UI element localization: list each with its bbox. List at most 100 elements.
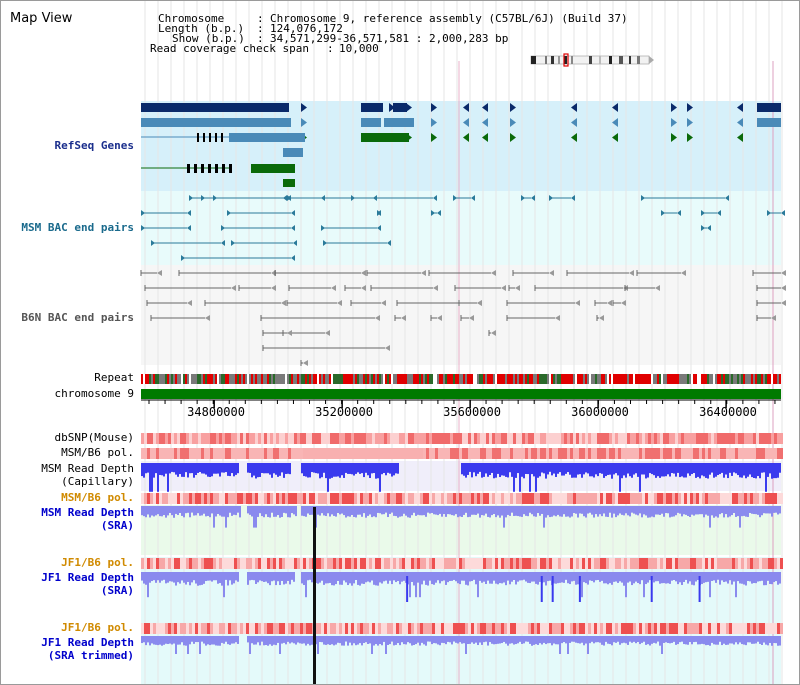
track-label-jf1-depth-trimmed[interactable]: JF1 Read Depth: [41, 636, 134, 649]
msm-sra-depth-bar: [761, 506, 763, 516]
msm-pol2-cell: [459, 493, 462, 504]
msm-pol-cell: [729, 448, 732, 459]
track-label-dbsnp[interactable]: dbSNP(Mouse): [54, 431, 134, 444]
msm-sra-depth-bar: [325, 506, 327, 517]
track-label-jf1-b6-pol-1[interactable]: JF1/B6 pol.: [61, 556, 134, 569]
msm-pol-cell: [672, 448, 675, 459]
jf1-sra-depth-bar: [599, 572, 601, 582]
dbsnp-cell: [309, 433, 312, 444]
msm-pol2-cell: [387, 493, 390, 504]
jf1-pol-cell: [672, 558, 675, 569]
dbsnp-cell: [153, 433, 156, 444]
track-label-b6n-bac[interactable]: B6N BAC end pairs: [21, 311, 134, 324]
track-label-jf1-depth-sra[interactable]: JF1 Read Depth: [41, 571, 134, 584]
repeat-segment: [217, 374, 219, 384]
jf1-pol-cell: [333, 558, 336, 569]
jf1-trim-depth-bar: [171, 636, 173, 645]
msm-pol2-cell: [255, 493, 258, 504]
jf1-pol2-cell: [693, 623, 696, 634]
track-label-msm-bac[interactable]: MSM BAC end pairs: [21, 221, 134, 234]
jf1-trim-depth-bar: [163, 636, 165, 645]
track-label-msm-b6-pol-2[interactable]: MSM/B6 pol.: [61, 491, 134, 504]
repeat-segment: [365, 374, 367, 384]
jf1-sra-depth-bar: [273, 572, 275, 581]
jf1-pol-cell: [240, 558, 243, 569]
msm-sra-depth-bar: [253, 506, 255, 528]
msm-cap-depth-bar: [661, 463, 663, 477]
msm-pol-cell: [738, 448, 741, 459]
repeat-segment: [713, 374, 715, 384]
msm-cap-depth-bar: [695, 463, 697, 478]
jf1-pol2-cell: [609, 623, 612, 634]
track-label-msm-depth-capillary[interactable]: MSM Read Depth: [41, 462, 134, 475]
msm-pol2-cell: [432, 493, 435, 504]
dbsnp-cell: [276, 433, 279, 444]
repeat-segment: [433, 374, 435, 384]
msm-pol-cell: [435, 448, 438, 459]
track-label-jf1-b6-pol-2[interactable]: JF1/B6 pol.: [61, 621, 134, 634]
jf1-pol2-cell: [747, 623, 750, 634]
msm-cap-depth-bar: [209, 463, 211, 477]
gene-arrow: [510, 133, 516, 142]
jf1-sra-depth-bar: [463, 572, 465, 581]
msm-sra-depth-bar: [571, 506, 573, 517]
msm-sra-depth-bar: [269, 506, 271, 518]
msm-pol-cell: [771, 448, 774, 459]
dbsnp-cell: [771, 433, 774, 444]
track-label-repeat[interactable]: Repeat: [94, 371, 134, 384]
jf1-sra-depth-bar: [425, 572, 427, 585]
repeat-segment: [741, 374, 743, 384]
jf1-trim-depth-bar: [669, 636, 671, 644]
msm-pol2-cell: [402, 493, 405, 504]
track-label-chromosome[interactable]: chromosome 9: [54, 387, 134, 400]
jf1-pol2-cell: [759, 623, 762, 634]
msm-cap-depth-bar: [569, 463, 571, 475]
jf1-sra-depth-bar: [759, 572, 761, 582]
dbsnp-cell: [711, 433, 714, 444]
track-label-msm-depth-sra[interactable]: MSM Read Depth: [41, 506, 134, 519]
jf1-sra-depth-bar: [269, 572, 271, 586]
msm-sra-depth-bar: [263, 506, 265, 518]
msm-cap-depth-bar: [271, 463, 273, 478]
msm-cap-depth-bar: [775, 463, 777, 479]
chromosome-ideogram[interactable]: [529, 53, 659, 67]
jf1-pol2-cell: [705, 623, 708, 634]
msm-cap-depth-bar: [283, 463, 285, 478]
msm-sra-depth-bar: [585, 506, 587, 518]
gene-arrow: [737, 133, 743, 142]
msm-cap-depth-bar: [633, 463, 635, 475]
msm-pol-cell: [285, 448, 288, 459]
track-label-msm-b6-pol-1[interactable]: MSM/B6 pol.: [61, 446, 134, 459]
jf1-trim-depth-bar: [493, 636, 495, 645]
dbsnp-cell: [339, 433, 342, 444]
repeat-segment: [507, 374, 509, 384]
jf1-sra-depth-bar: [741, 572, 743, 584]
dbsnp-cell: [372, 433, 375, 444]
jf1-sra-depth-bar: [589, 572, 591, 581]
repeat-segment: [243, 374, 245, 384]
msm-sra-depth-bar: [193, 506, 195, 516]
dbsnp-cell: [432, 433, 435, 444]
msm-cap-depth-bar: [777, 463, 779, 478]
msm-sra-depth-bar: [597, 506, 599, 517]
msm-cap-depth-bar: [251, 463, 253, 478]
jf1-pol2-cell: [666, 623, 669, 634]
jf1-sra-depth-bar: [707, 572, 709, 582]
msm-sra-depth-bar: [321, 506, 323, 514]
jf1-pol-cell: [447, 558, 450, 569]
track-label-refseq[interactable]: RefSeq Genes: [54, 139, 134, 152]
jf1-sra-depth-bar: [401, 572, 403, 582]
repeat-segment: [359, 374, 361, 384]
jf1-trim-depth-bar: [391, 636, 393, 642]
jf1-pol2-cell: [453, 623, 456, 634]
msm-pol2-cell: [615, 493, 618, 504]
msm-pol2-cell: [741, 493, 744, 504]
jf1-pol2-cell: [261, 623, 264, 634]
msm-cap-depth-bar: [679, 463, 681, 478]
dbsnp-cell: [747, 433, 750, 444]
jf1-pol2-cell: [420, 623, 423, 634]
repeat-segment: [747, 374, 749, 384]
msm-pol-cell: [408, 448, 411, 459]
repeat-segment: [383, 374, 385, 384]
